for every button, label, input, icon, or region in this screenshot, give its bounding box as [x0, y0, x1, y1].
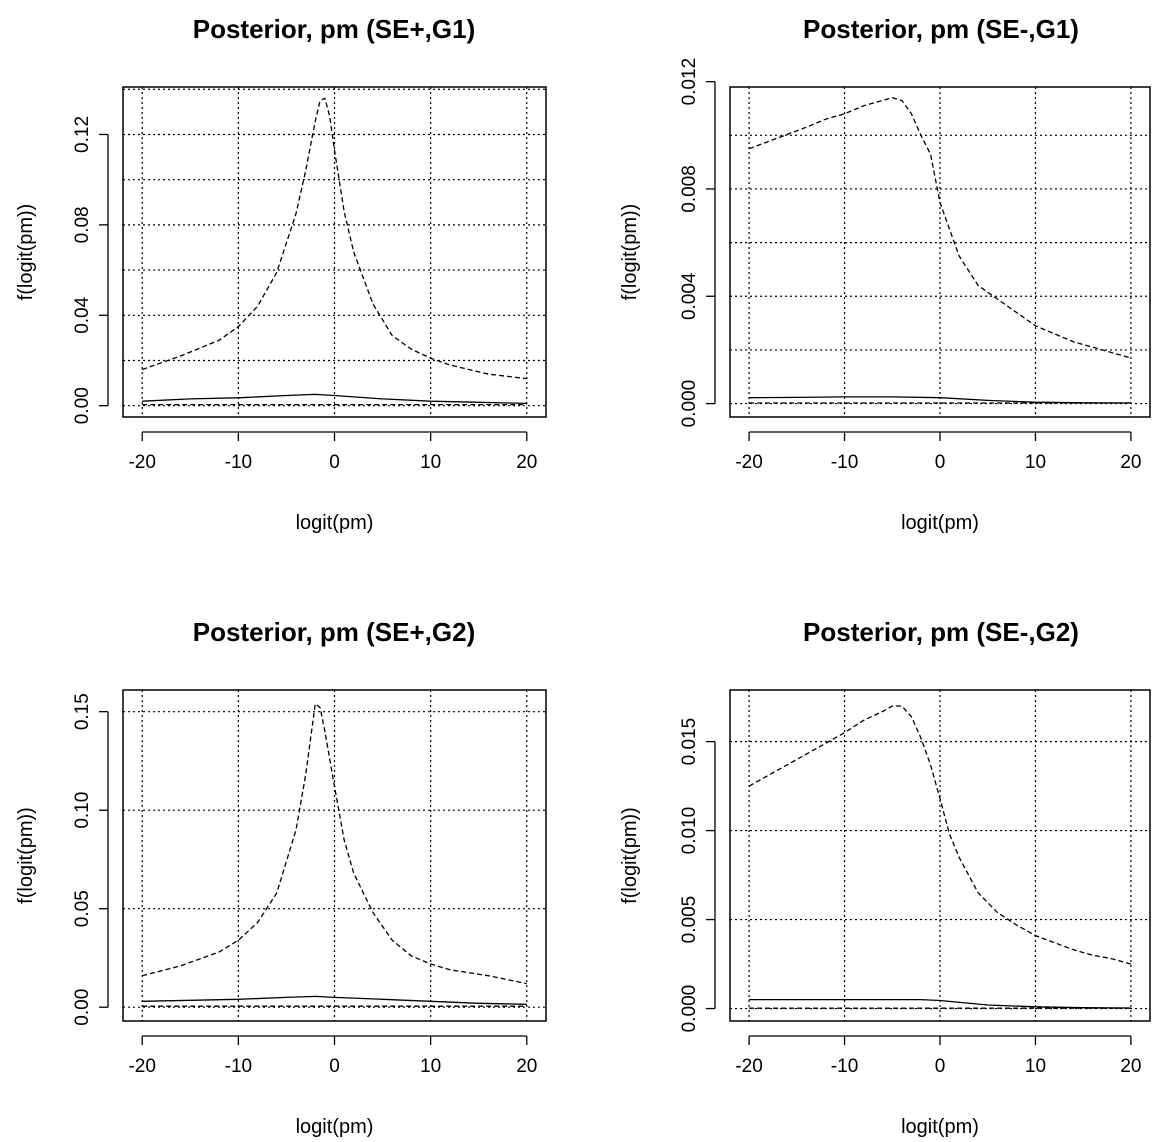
y-tick-label: 0.000: [679, 380, 700, 428]
x-tick-label: 20: [1120, 1056, 1141, 1077]
y-tick-label: 0.00: [72, 989, 93, 1026]
x-tick-label: -10: [831, 1056, 858, 1077]
chart-panel-2: -20 -10 0 10 20 0.000 0.004 0.008 0.012 Posterior…: [619, 14, 1151, 534]
x-axis-label: logit(pm): [296, 1116, 374, 1138]
x-tick-label: 0: [329, 1056, 340, 1077]
x-tick-label: -10: [831, 452, 858, 473]
x-axis-label: logit(pm): [901, 512, 979, 534]
y-tick-label: 0.10: [72, 792, 93, 829]
plot-frame: [122, 689, 547, 1022]
chart-panel-3: -20 -10 0 10 20 0.00 0.05 0.10 0.15 Posterior, pm…: [15, 617, 547, 1138]
x-axis-label: logit(pm): [901, 1116, 979, 1138]
x-tick-label: 10: [1025, 452, 1046, 473]
x-tick-label: 10: [1025, 1056, 1046, 1077]
series-line-2-solid: [142, 995, 527, 1005]
y-tick-label: 0.15: [72, 693, 93, 730]
chart-title: Posterior, pm (SE-,G2): [803, 617, 1079, 647]
y-tick-label: 0.12: [72, 116, 93, 153]
series-line-1-dashed: [141, 97, 527, 380]
series-line-2-solid: [749, 998, 1131, 1009]
chart-title: Posterior, pm (SE+,G1): [193, 14, 475, 44]
y-tick-label: 0.004: [679, 272, 700, 320]
series-line-2-solid: [142, 393, 527, 405]
y-tick-label: 0.05: [72, 890, 93, 927]
series-line-2-solid: [749, 396, 1131, 404]
chart-title: Posterior, pm (SE+,G2): [193, 617, 475, 647]
x-tick-label: -20: [735, 1056, 762, 1077]
y-tick-label: 0.015: [679, 718, 700, 766]
x-tick-label: 10: [420, 452, 441, 473]
x-tick-label: 20: [516, 452, 537, 473]
x-tick-label: 20: [516, 1056, 537, 1077]
x-tick-label: 20: [1120, 452, 1141, 473]
chart-title: Posterior, pm (SE-,G1): [803, 14, 1079, 44]
x-tick-label: -10: [225, 1056, 252, 1077]
y-tick-label: 0.005: [679, 896, 700, 944]
plot-frame: [122, 86, 547, 418]
plot-frame: [729, 689, 1151, 1022]
x-tick-label: -20: [128, 1056, 155, 1077]
x-axis-label: logit(pm): [296, 512, 374, 534]
plot-frame: [729, 86, 1151, 418]
y-axis-label: f(logit(pm)): [619, 204, 641, 301]
y-tick-label: 0.00: [72, 387, 93, 424]
y-tick-label: 0.010: [679, 807, 700, 855]
y-tick-label: 0.08: [72, 206, 93, 243]
series-line-1-dashed: [748, 97, 1132, 359]
chart-panel-1: -20 -10 0 10 20 0.00 0.04 0.08 0.12 Posterior, pm…: [15, 14, 547, 534]
x-tick-label: -10: [225, 452, 252, 473]
series-line-1-dashed: [748, 705, 1132, 965]
y-tick-label: 0.008: [679, 165, 700, 213]
chart-panel-4: -20 -10 0 10 20 0.000 0.005 0.010 0.015 Posterior…: [619, 617, 1151, 1138]
y-tick-label: 0.012: [679, 58, 700, 106]
y-tick-label: 0.04: [72, 296, 93, 333]
x-tick-label: 10: [420, 1056, 441, 1077]
x-tick-label: 0: [329, 452, 340, 473]
x-tick-label: 0: [935, 452, 946, 473]
x-tick-label: 0: [935, 1056, 946, 1077]
y-tick-label: 0.000: [679, 985, 700, 1033]
x-tick-label: -20: [128, 452, 155, 473]
y-axis-label: f(logit(pm)): [15, 807, 37, 904]
y-axis-label: f(logit(pm)): [15, 204, 37, 301]
y-axis-label: f(logit(pm)): [619, 807, 641, 904]
x-tick-label: -20: [735, 452, 762, 473]
series-line-1-dashed: [142, 702, 527, 985]
